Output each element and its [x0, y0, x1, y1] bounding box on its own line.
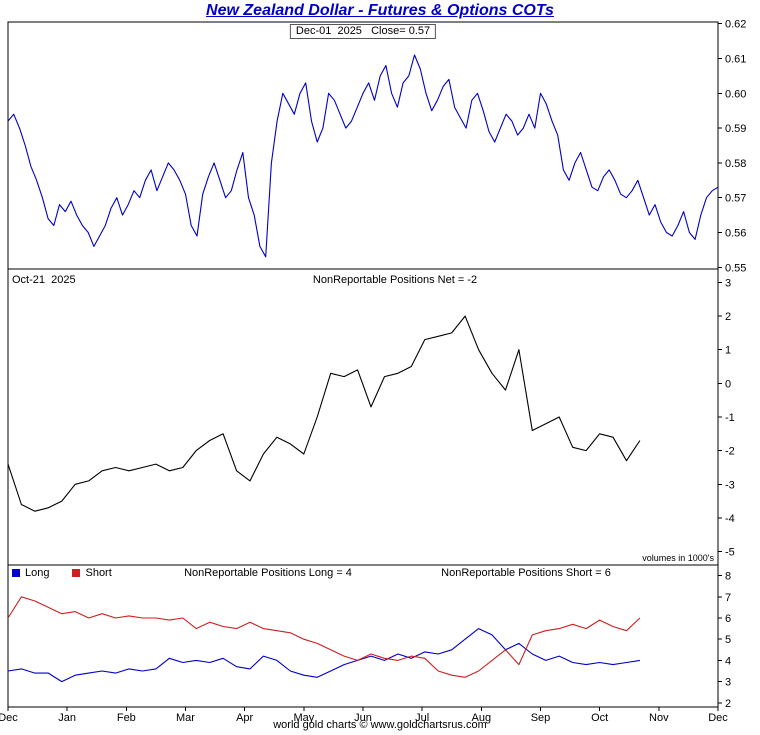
y-tick-label: 7 — [725, 592, 731, 604]
x-tick-label: Feb — [117, 712, 136, 724]
net-date-label: Oct-21 2025 — [12, 274, 76, 286]
legend: Long Short — [12, 567, 112, 579]
y-tick-label: -3 — [725, 479, 735, 491]
x-tick-label: Dec — [708, 712, 728, 724]
y-tick-label: 4 — [725, 655, 731, 667]
y-tick-label: 0.57 — [725, 193, 746, 205]
legend-short-label: Short — [85, 567, 112, 579]
y-tick-label: 3 — [725, 277, 731, 289]
y-tick-label: 0.59 — [725, 123, 746, 135]
x-tick-label: Jun — [354, 712, 372, 724]
x-tick-label: Nov — [649, 712, 669, 724]
long-swatch-icon — [12, 569, 20, 577]
Short-line — [7, 596, 641, 678]
y-tick-label: 2 — [725, 698, 731, 710]
legend-long-label: Long — [25, 567, 50, 579]
NZD futures price-line — [7, 54, 719, 258]
chart-border — [7, 21, 719, 708]
x-tick-label: Apr — [236, 712, 253, 724]
y-tick-label: 0.55 — [725, 262, 746, 274]
y-tick-label: -5 — [725, 547, 735, 559]
x-tick-label: Sep — [531, 712, 551, 724]
y-tick-label: 0.61 — [725, 54, 746, 66]
short-annotation: NonReportable Positions Short = 6 — [441, 567, 611, 579]
x-tick-label: Aug — [472, 712, 492, 724]
y-tick-label: 0.60 — [725, 88, 746, 100]
y-tick-label: -1 — [725, 412, 735, 424]
footer-credit: world gold charts © www.goldchartsrus.co… — [273, 719, 487, 731]
y-tick-label: 2 — [725, 311, 731, 323]
long-annotation: NonReportable Positions Long = 4 — [184, 567, 352, 579]
x-tick-label: Oct — [591, 712, 608, 724]
NonReportable Positions Net-line — [7, 315, 641, 512]
price-annotation: Dec-01 2025 Close= 0.57 — [289, 24, 437, 39]
y-tick-label: 5 — [725, 634, 731, 646]
y-tick-label: 0.62 — [725, 19, 746, 31]
y-tick-label: 0.56 — [725, 227, 746, 239]
x-tick-label: Jul — [415, 712, 429, 724]
y-tick-label: -2 — [725, 446, 735, 458]
volumes-note: volumes in 1000's — [642, 553, 714, 563]
x-tick-label: Jan — [58, 712, 76, 724]
x-tick-label: Dec — [0, 712, 18, 724]
y-tick-label: 0 — [725, 378, 731, 390]
y-tick-label: 3 — [725, 677, 731, 689]
y-tick-label: 0.58 — [725, 158, 746, 170]
y-tick-label: 1 — [725, 345, 731, 357]
chart-title: New Zealand Dollar - Futures & Options C… — [206, 2, 554, 19]
y-tick-label: 6 — [725, 613, 731, 625]
x-tick-label: May — [293, 712, 314, 724]
Long-line — [7, 628, 640, 683]
y-tick-label: -4 — [725, 513, 735, 525]
net-annotation: NonReportable Positions Net = -2 — [312, 274, 478, 286]
y-tick-label: 8 — [725, 571, 731, 583]
x-tick-label: Mar — [176, 712, 195, 724]
short-swatch-icon — [72, 569, 81, 577]
